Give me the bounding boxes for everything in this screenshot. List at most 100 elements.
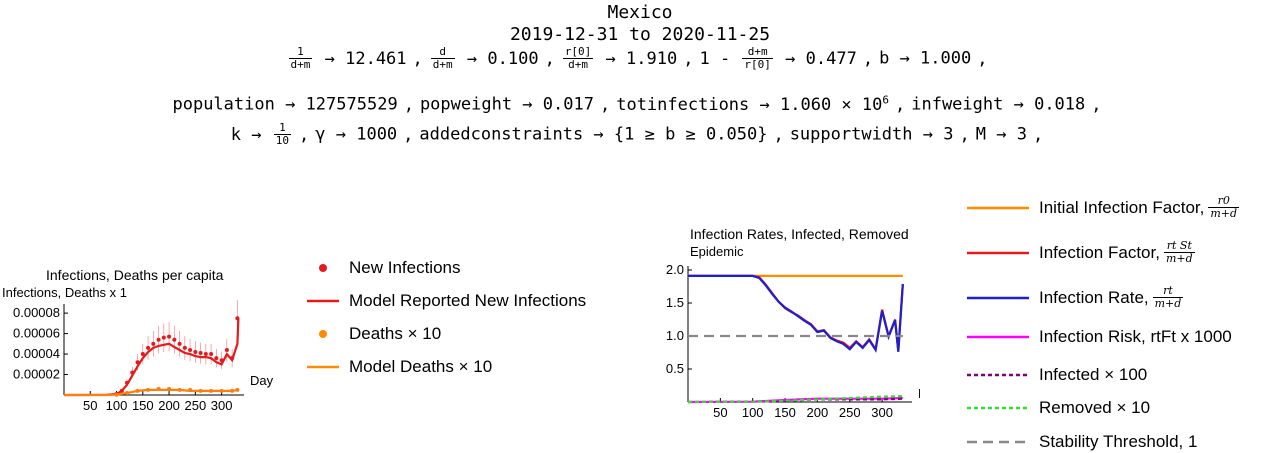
series-line [688,274,904,353]
param-arrow: → [899,48,921,69]
param-separator: , [299,124,310,145]
legend-item: Initial Infection Factor, r0 m+d [965,195,1240,220]
data-point [198,351,203,356]
legend-item: Model Reported New Infections [305,291,586,311]
param-value: 1000 [356,124,398,145]
legend-line-icon [967,373,1029,377]
param-separator: , [894,94,906,115]
y-tick-label: 1.0 [666,328,684,343]
param-value: 3 [1016,124,1027,145]
param-arrow: → [922,124,944,145]
data-point [188,347,193,352]
chart2-ylabel: Epidemic [690,244,744,259]
param-term: population → 127575529 [172,95,397,115]
legend-line-icon [307,365,339,369]
legend-line-icon [967,296,1029,299]
chart1-ylabel: Infections, Deaths x 1 [2,285,128,300]
legend-dot-icon [319,330,327,338]
fraction-denominator: m+d [1210,207,1238,220]
param-exponent: 6 [882,93,889,106]
data-point [177,341,182,346]
x-tick-label: 200 [158,398,180,413]
param-name: k [230,124,252,145]
fraction-numerator: rt St [1163,240,1195,253]
legend-label: Infection Rate, [1039,287,1149,307]
param-separator: , [862,48,874,69]
param-arrow: → [335,124,357,145]
data-point [151,341,156,346]
chart2-plot: 50 100 150 200 250 300 0.5 1.0 1.5 2.0 Day [666,262,920,420]
x-tick-label: 300 [871,405,893,420]
fraction-numerator: rt [1152,285,1184,298]
legend-label: Removed × 10 [1039,398,1151,417]
legend-line-icon [967,406,1029,410]
x-tick-label: 150 [774,405,796,420]
fraction-numerator: r[0] [562,45,594,59]
legend-label: New Infections [349,258,461,277]
x-axis-label: Day [918,386,920,401]
legend-item: Infected × 100 [965,365,1147,385]
param-term: γ → 1000 [315,125,397,145]
data-point [161,335,166,340]
series-3 [64,388,239,397]
param-fraction: 1 d+m [288,46,313,71]
param-term: k → 1 10 [230,122,293,147]
x-axis-label: Day [250,373,274,388]
param-term: supportwidth → 3 [790,125,954,145]
param-arrow: → [996,124,1017,145]
data-point [214,356,219,361]
x-tick-label: 300 [211,398,233,413]
legend-line-icon [967,206,1029,209]
legend-label: Infection Factor, [1039,242,1160,262]
chart2-title: Infection Rates, Infected, Removed [690,226,909,242]
param-value: 3 [943,124,954,145]
param-value: 127575529 [305,94,398,115]
param-arrow: → [759,94,780,115]
param-arrow: → [522,94,543,115]
legend-line-icon [967,440,1029,444]
param-fraction: 1 10 [273,122,291,147]
param-value: 1.910 [626,48,678,69]
param-value: 0.100 [487,48,539,69]
legend-dot-icon [319,264,327,272]
param-separator: , [544,48,555,69]
param-arrow: → [593,124,614,145]
series-5 [687,395,903,404]
param-separator: , [773,124,784,145]
legend-item: Deaths × 10 [305,324,441,344]
param-separator: , [683,48,694,69]
y-tick-label: 0.00008 [13,305,60,320]
data-point [146,345,151,350]
param-term: totinfections → 1.060 × 106 [616,93,889,115]
param-term: addedconstraints → {1 ≥ b ≥ 0.050} [419,125,767,145]
param-term: popweight → 0.017 [420,95,594,115]
param-arrow: → [285,94,306,115]
y-tick-label: 1.5 [666,295,684,310]
legend-label: Stability Threshold, 1 [1039,432,1198,451]
fraction-numerator: 1 [273,122,291,135]
fraction-denominator: r[0] [744,58,771,71]
fraction-numerator: r0 [1208,195,1240,208]
legend-fraction: rt St m+d [1163,240,1195,265]
param-value: 12.461 [345,48,407,69]
legend-item: New Infections [305,258,461,278]
param-separator: , [403,124,414,145]
fraction-numerator: d [430,46,455,59]
param-name: γ [315,124,336,145]
legend-label: Initial Infection Factor, [1039,197,1205,217]
param-name: infweight [911,94,1014,115]
param-arrow: → [595,48,627,69]
legend-item: Removed × 10 [965,398,1150,418]
param-fraction: d+m r[0] [742,46,773,71]
param-value: {1 ≥ b ≥ 0.050} [613,124,768,145]
param-name: supportwidth [789,124,923,145]
param-name: b [879,48,900,69]
param-separator: , [977,48,988,69]
fraction-denominator: d+m [432,58,453,71]
fraction-denominator: m+d [1165,252,1193,265]
param-arrow: → [774,48,806,69]
data-point [167,334,172,339]
param-term: d d+m → 0.100 [429,46,539,71]
country-title: Mexico [607,2,673,23]
fraction-denominator: d+m [290,58,311,71]
